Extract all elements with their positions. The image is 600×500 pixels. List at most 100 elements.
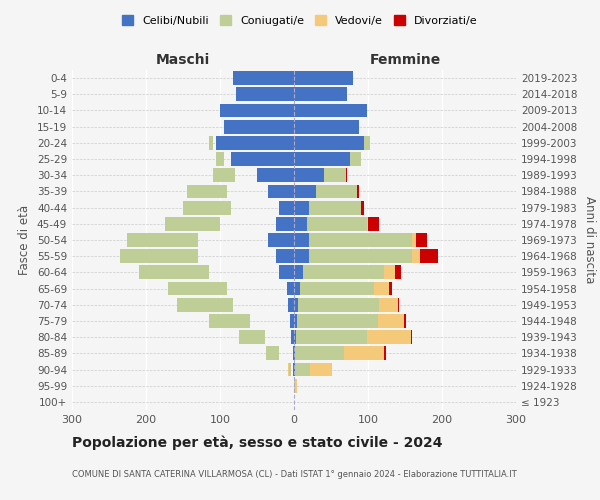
Bar [268, 184, 294, 198]
Bar [120, 250, 198, 263]
Bar [217, 136, 294, 149]
Bar [294, 136, 364, 149]
Bar [404, 314, 406, 328]
Bar [258, 330, 262, 344]
Bar [127, 233, 198, 247]
Bar [294, 152, 350, 166]
Bar [294, 282, 300, 296]
Bar [275, 250, 294, 263]
Bar [293, 346, 294, 360]
Bar [344, 346, 384, 360]
Bar [294, 362, 295, 376]
Bar [309, 233, 412, 247]
Bar [279, 200, 294, 214]
Bar [294, 184, 316, 198]
Bar [289, 362, 291, 376]
Bar [307, 217, 367, 230]
Bar [294, 168, 323, 182]
Bar [294, 266, 303, 280]
Bar [350, 152, 361, 166]
Bar [209, 136, 211, 149]
Bar [236, 88, 294, 101]
Bar [374, 282, 389, 296]
Bar [177, 298, 233, 312]
Bar [168, 282, 227, 296]
Bar [290, 314, 294, 328]
Bar [214, 217, 220, 230]
Bar [364, 136, 370, 149]
Bar [275, 346, 277, 360]
Bar [310, 362, 332, 376]
Bar [367, 330, 411, 344]
Bar [220, 282, 224, 296]
Bar [294, 88, 347, 101]
Bar [287, 282, 294, 296]
Bar [294, 120, 359, 134]
Legend: Celibi/Nubili, Coniugati/e, Vedovi/e, Divorziati/e: Celibi/Nubili, Coniugati/e, Vedovi/e, Di… [118, 10, 482, 30]
Bar [298, 298, 379, 312]
Bar [224, 120, 294, 134]
Bar [395, 266, 401, 280]
Bar [257, 168, 294, 182]
Bar [294, 104, 367, 118]
Bar [279, 266, 294, 280]
Bar [357, 184, 359, 198]
Bar [239, 330, 265, 344]
Y-axis label: Anni di nascita: Anni di nascita [583, 196, 596, 284]
Bar [196, 233, 197, 247]
Bar [217, 152, 224, 166]
Bar [275, 346, 277, 360]
Bar [294, 314, 297, 328]
Bar [139, 266, 209, 280]
Bar [195, 250, 196, 263]
Bar [294, 71, 353, 85]
Bar [205, 266, 206, 280]
Text: Maschi: Maschi [156, 53, 210, 67]
Bar [231, 152, 294, 166]
Bar [379, 314, 404, 328]
Text: COMUNE DI SANTA CATERINA VILLARMOSA (CL) - Dati ISTAT 1° gennaio 2024 - Elaboraz: COMUNE DI SANTA CATERINA VILLARMOSA (CL)… [72, 470, 517, 479]
Bar [164, 217, 220, 230]
Bar [233, 168, 235, 182]
Bar [225, 298, 229, 312]
Bar [288, 298, 294, 312]
Bar [295, 346, 344, 360]
Bar [309, 250, 412, 263]
Bar [209, 314, 250, 328]
Bar [294, 330, 296, 344]
Bar [384, 346, 386, 360]
Bar [218, 282, 224, 296]
Bar [220, 104, 294, 118]
Bar [190, 250, 196, 263]
Bar [367, 217, 368, 230]
Bar [294, 379, 295, 392]
Bar [294, 200, 309, 214]
Bar [416, 233, 427, 247]
Bar [288, 362, 290, 376]
Bar [295, 379, 297, 392]
Bar [303, 266, 384, 280]
Bar [389, 282, 392, 296]
Bar [296, 330, 367, 344]
Bar [368, 217, 379, 230]
Bar [209, 136, 212, 149]
Bar [300, 282, 374, 296]
Bar [294, 346, 295, 360]
Bar [183, 200, 231, 214]
Bar [187, 184, 227, 198]
Bar [242, 314, 246, 328]
Bar [291, 330, 294, 344]
Bar [346, 168, 347, 182]
Text: Popolazione per età, sesso e stato civile - 2024: Popolazione per età, sesso e stato civil… [72, 435, 443, 450]
Bar [294, 217, 307, 230]
Bar [379, 298, 398, 312]
Bar [412, 233, 416, 247]
Bar [384, 266, 395, 280]
Bar [203, 266, 206, 280]
Bar [297, 314, 379, 328]
Bar [268, 233, 294, 247]
Bar [294, 233, 309, 247]
Bar [191, 233, 197, 247]
Bar [309, 200, 361, 214]
Bar [412, 250, 420, 263]
